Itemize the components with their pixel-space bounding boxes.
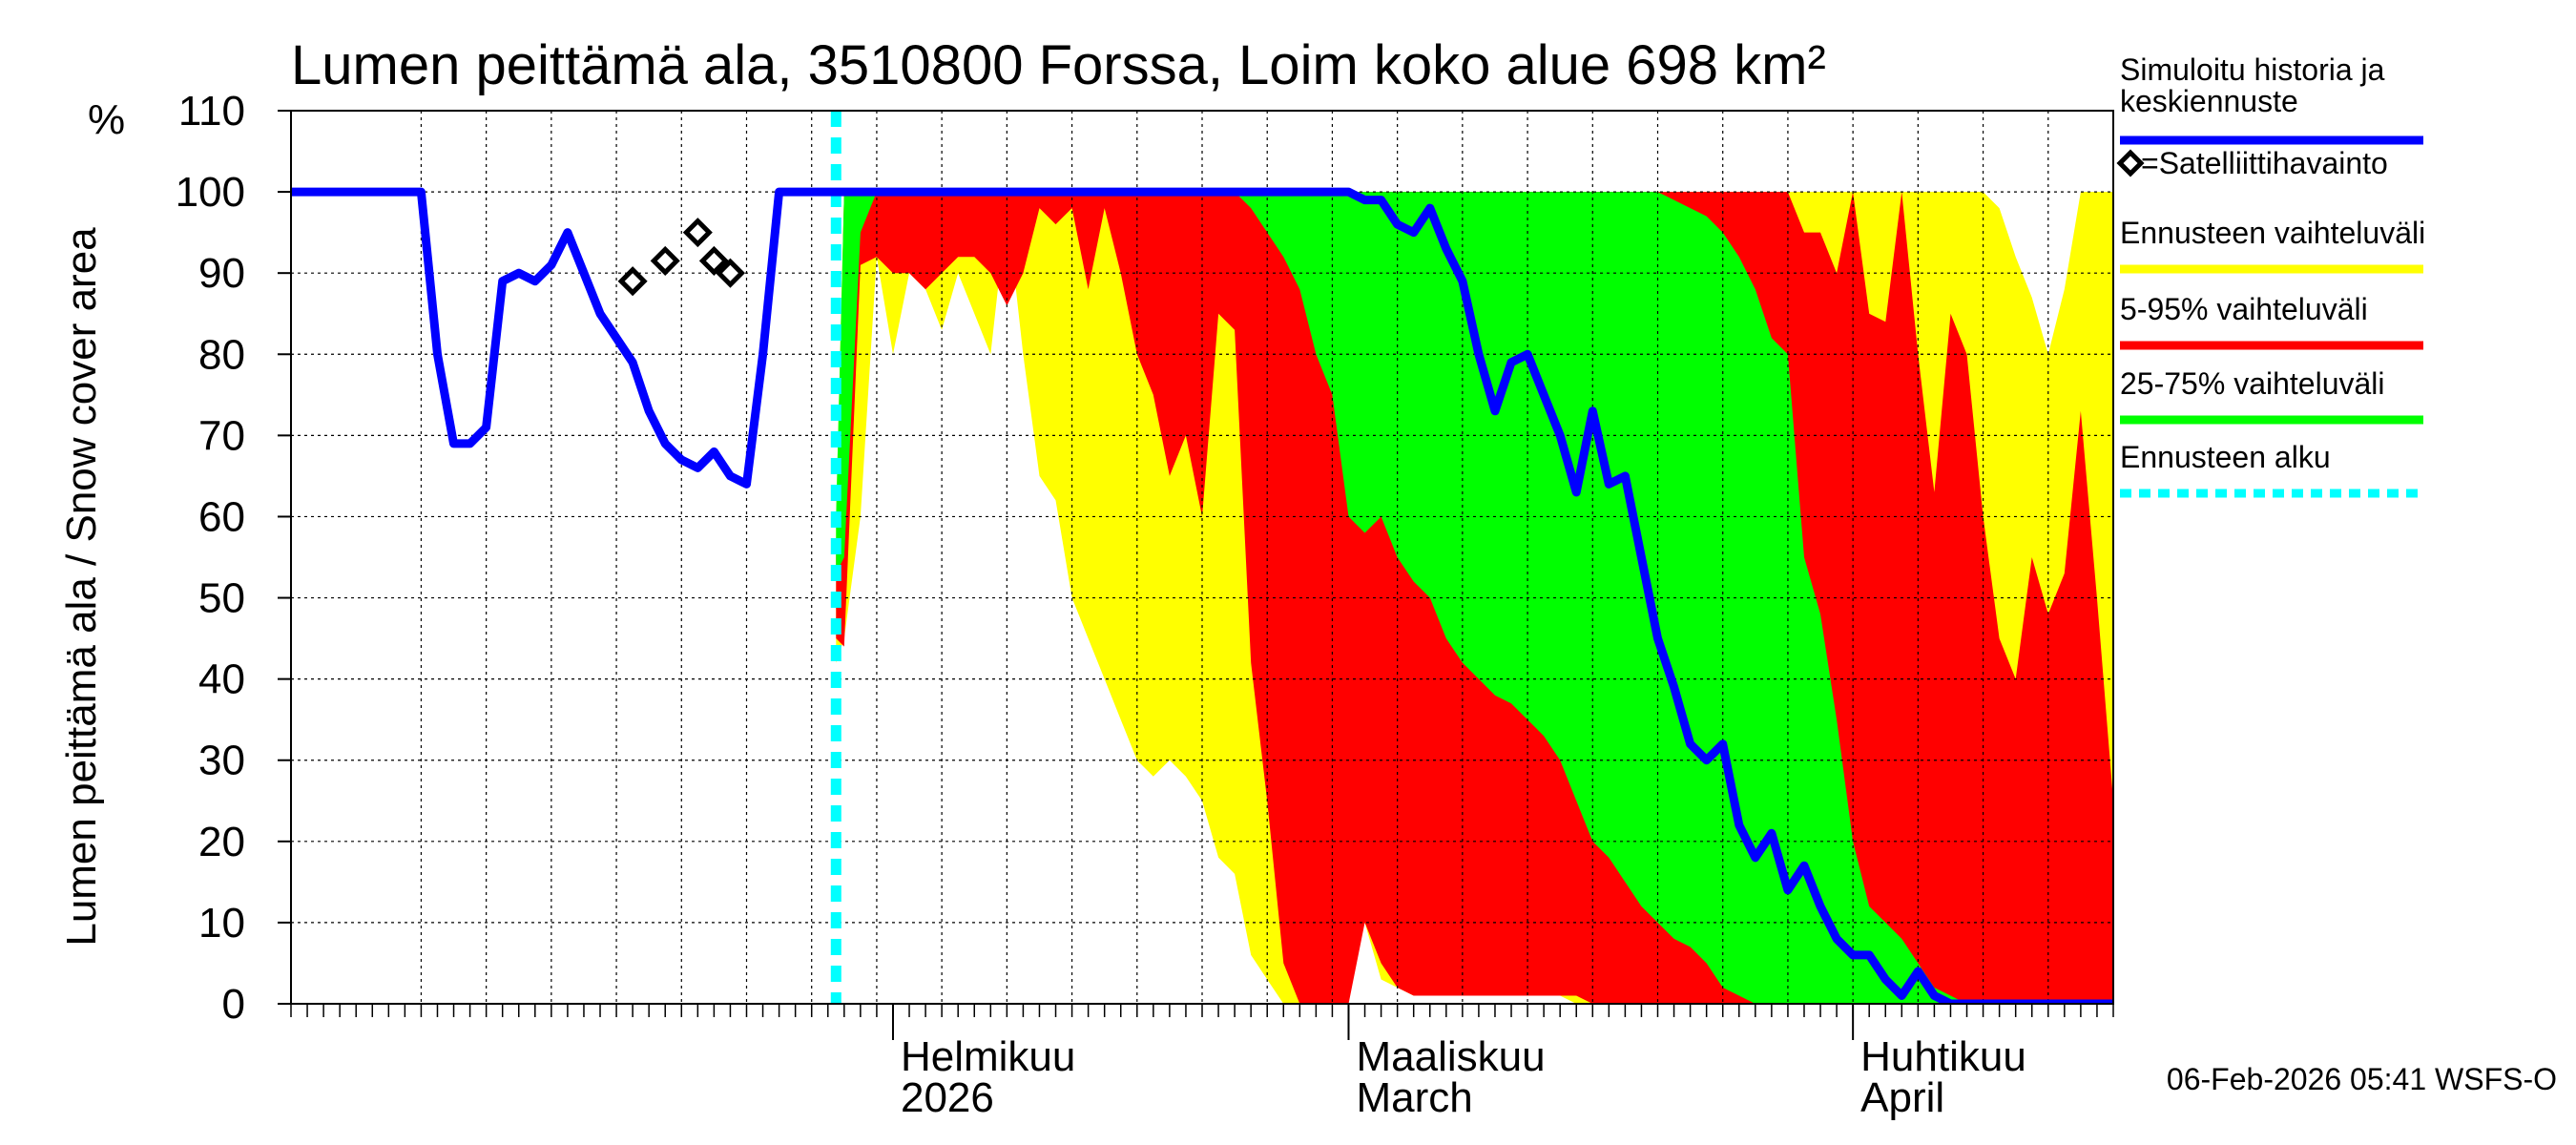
median-line — [291, 187, 2113, 1004]
satellite-marker — [650, 245, 680, 276]
y-tick-label: 30 — [198, 738, 245, 784]
y-tick-label: 90 — [198, 250, 245, 297]
y-unit-label: % — [88, 96, 125, 143]
legend-label: Ennusteen alku — [2120, 440, 2331, 474]
y-tick-label: 50 — [198, 575, 245, 622]
y-tick-label: 110 — [178, 88, 245, 135]
y-tick-label: 70 — [198, 412, 245, 459]
legend-marker — [2116, 149, 2145, 177]
satellite-marker — [617, 266, 648, 297]
y-ticks: 0 10 20 30 40 50 60 70 80 90 100 110 — [176, 88, 291, 1028]
y-tick-label: 0 — [222, 981, 245, 1028]
gridlines — [291, 111, 2113, 1004]
legend-label: keskiennuste — [2120, 84, 2298, 118]
y-tick-label: 10 — [198, 900, 245, 947]
y-tick-label: 80 — [198, 331, 245, 378]
legend-label: Ennusteen vaihteluväli — [2120, 216, 2425, 250]
y-axis-label: Lumen peittämä ala / Snow cover area — [58, 227, 105, 947]
y-tick-label: 60 — [198, 493, 245, 540]
data-lines — [291, 111, 2113, 1004]
x-month-label: Maaliskuu — [1356, 1033, 1545, 1080]
satellite-marker — [698, 245, 729, 276]
y-tick-label: 20 — [198, 819, 245, 865]
legend-label: =Satelliittihavainto — [2141, 146, 2388, 180]
x-month-label: Helmikuu — [901, 1033, 1075, 1080]
x-month-sublabel: 2026 — [901, 1074, 994, 1121]
x-month-label: Huhtikuu — [1860, 1033, 2026, 1080]
satellite-marker — [682, 218, 713, 248]
chart-title: Lumen peittämä ala, 3510800 Forssa, Loim… — [291, 34, 1826, 96]
x-month-sublabel: April — [1860, 1074, 1944, 1121]
legend-label: Simuloitu historia ja — [2120, 52, 2385, 87]
legend-label: 5-95% vaihteluväli — [2120, 292, 2368, 326]
x-month-sublabel: March — [1356, 1074, 1472, 1121]
y-tick-label: 40 — [198, 656, 245, 703]
footer-timestamp: 06-Feb-2026 05:41 WSFS-O — [2167, 1062, 2557, 1096]
satellite-marker — [715, 258, 745, 288]
legend-label: 25-75% vaihteluväli — [2120, 366, 2385, 401]
y-tick-label: 100 — [176, 169, 245, 216]
